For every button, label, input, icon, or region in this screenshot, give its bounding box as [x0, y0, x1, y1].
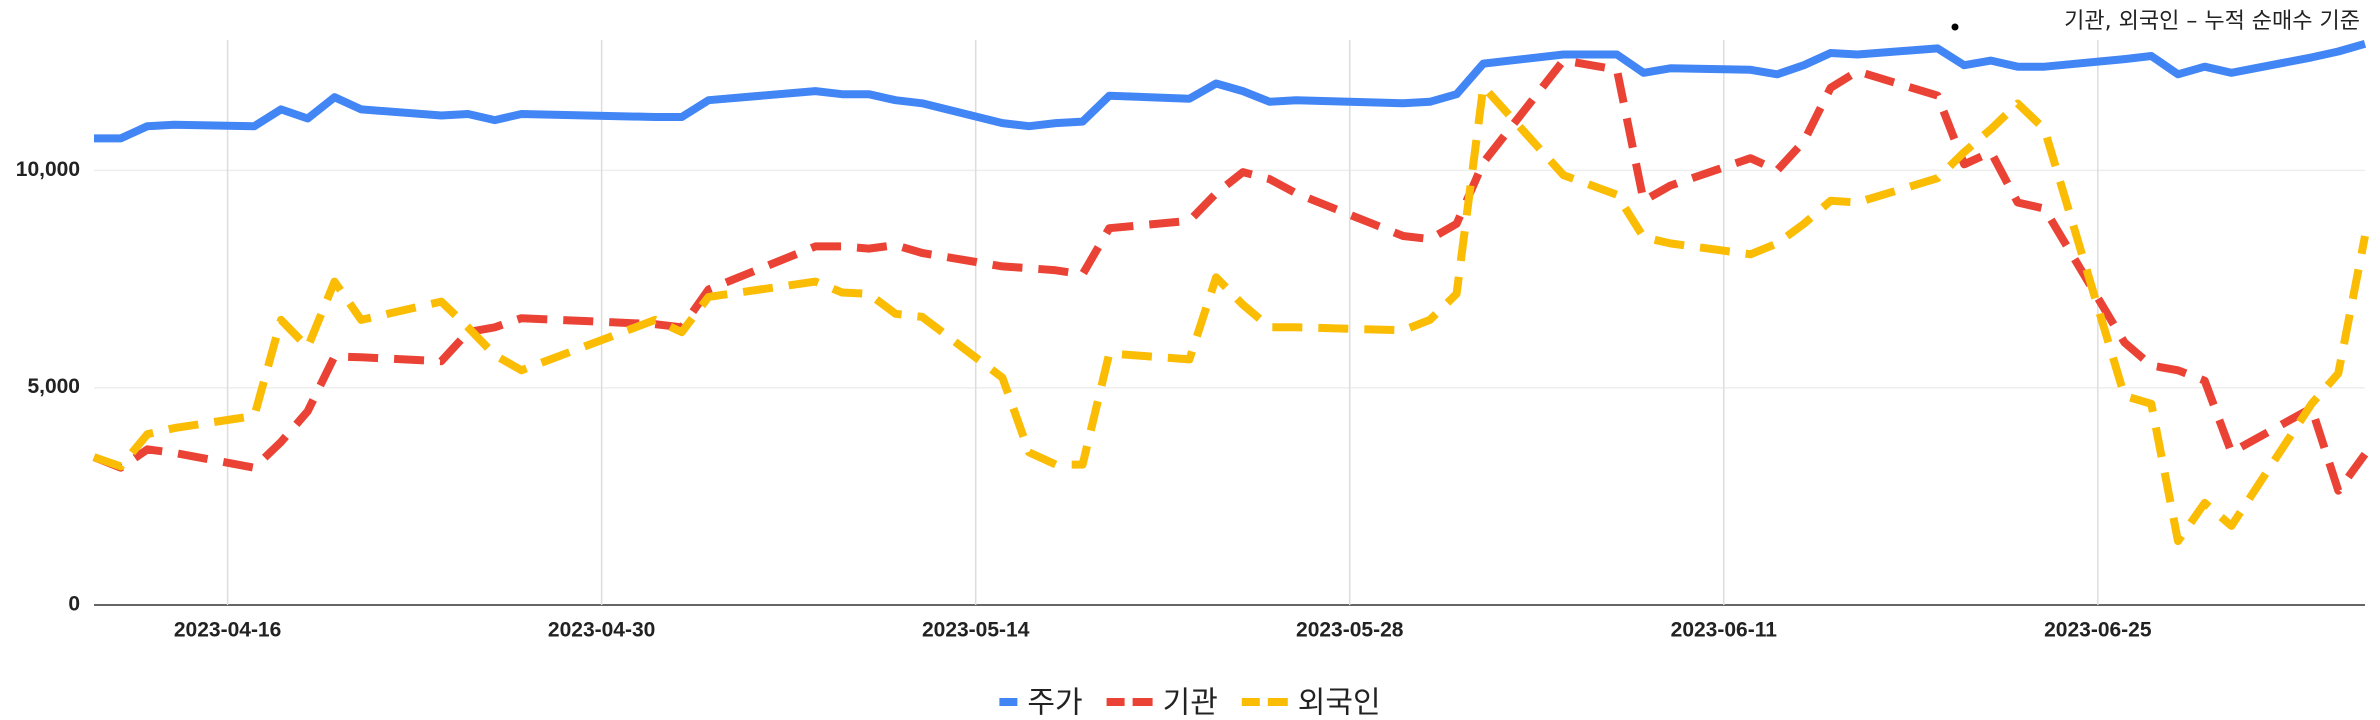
legend-label: 외국인: [1298, 686, 1381, 720]
series-line: [92, 56, 2369, 495]
legend: 주가 기관 외국인: [999, 686, 1381, 720]
annotation-bullet: [1951, 23, 1959, 31]
legend-item: 기관: [1106, 686, 1218, 720]
x-tick-label: 2023-06-11: [1671, 619, 1778, 642]
x-tick-label: 2023-04-16: [174, 619, 281, 642]
annotation: 기관, 외국인 – 누적 순매수 기준: [2064, 9, 2360, 34]
x-tick-label: 2023-06-25: [2044, 619, 2152, 642]
legend-item: 외국인: [1241, 686, 1381, 720]
series-line: [92, 82, 2369, 546]
legend-label: 기관: [1163, 686, 1218, 720]
y-tick-label: 0: [68, 593, 80, 616]
x-tick-label: 2023-04-30: [548, 619, 655, 642]
x-tick-label: 2023-05-14: [922, 619, 1030, 642]
x-tick-label: 2023-05-28: [1296, 619, 1404, 642]
y-tick-label: 10,000: [16, 158, 80, 181]
y-tick-label: 5,000: [27, 375, 80, 398]
legend-item: 주가: [999, 686, 1083, 720]
series-line: [94, 39, 2367, 143]
legend-label: 주가: [1027, 686, 1082, 720]
